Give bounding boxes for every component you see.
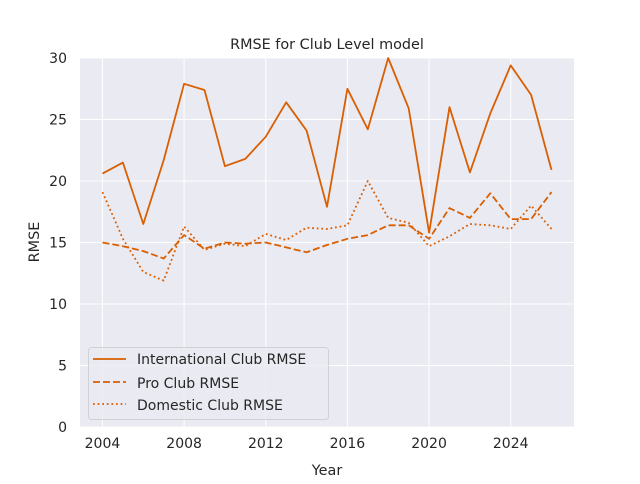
x-tick-label: 2008 [166,436,202,452]
legend-label-pro: Pro Club RMSE [137,376,239,392]
chart-title: RMSE for Club Level model [230,37,424,53]
y-tick-label: 25 [49,113,67,129]
y-tick-label: 30 [49,51,67,67]
x-tick-labels: 2004 2008 2012 2016 2020 2024 [85,436,529,452]
legend: International Club RMSE Pro Club RMSE Do… [89,348,329,420]
y-axis-label: RMSE [27,222,43,263]
x-tick-label: 2016 [330,436,366,452]
x-tick-label: 2024 [493,436,529,452]
x-axis-label: Year [311,463,343,479]
y-tick-label: 15 [49,236,67,252]
y-tick-labels: 0 5 10 15 20 25 30 [49,51,67,436]
x-tick-label: 2004 [85,436,121,452]
y-tick-label: 0 [58,420,67,436]
y-tick-label: 20 [49,174,67,190]
x-tick-label: 2012 [248,436,284,452]
legend-label-domestic: Domestic Club RMSE [137,398,283,414]
legend-label-international: International Club RMSE [137,352,306,368]
y-tick-label: 5 [58,359,67,375]
y-tick-label: 10 [49,297,67,313]
x-tick-label: 2020 [411,436,447,452]
